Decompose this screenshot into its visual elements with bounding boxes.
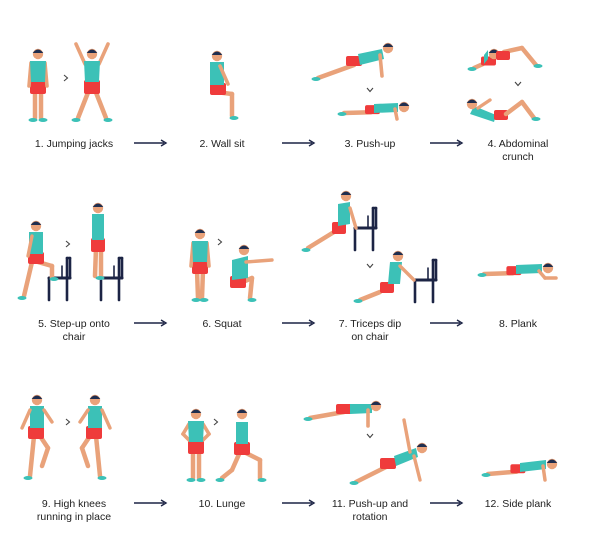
chair <box>413 258 438 304</box>
person-figure <box>353 250 416 303</box>
person-figure <box>215 408 267 482</box>
exercise-illustration <box>210 50 239 120</box>
person-figure <box>181 408 211 482</box>
exercise-illustration <box>477 262 558 280</box>
chevron-right-icon <box>217 238 223 246</box>
exercise-label: 10. Lunge <box>148 498 296 511</box>
person-figure <box>210 50 239 120</box>
exercise-card-push-up-rotation: 11. Push-up and rotation <box>296 370 444 556</box>
chair <box>353 206 378 252</box>
exercise-label-line: running in place <box>36 511 112 523</box>
person-figure <box>78 394 112 480</box>
person-figure <box>71 42 113 122</box>
person-figure <box>337 101 410 121</box>
person-figure <box>301 190 358 252</box>
exercise-label: 7. Triceps dip on chair <box>296 318 444 344</box>
exercise-label: 9. High knees running in place <box>0 498 148 524</box>
exercise-label-line: 10. Lunge <box>198 498 246 510</box>
exercise-card-step-up: 5. Step-up onto chair <box>0 190 148 376</box>
exercise-card-lunge: 10. Lunge <box>148 370 296 556</box>
exercise-label-line: on chair <box>351 331 389 343</box>
exercise-label: 8. Plank <box>444 318 592 331</box>
arrow-right-icon <box>134 139 168 147</box>
chevron-right-icon <box>65 418 71 426</box>
exercise-card-push-up: 3. Push-up <box>296 10 444 196</box>
exercise-illustration <box>301 190 438 304</box>
exercise-illustration <box>17 202 124 302</box>
exercise-label-line: 3. Push-up <box>344 138 396 150</box>
arrow-right-icon <box>282 499 316 507</box>
exercise-label-line: 9. High knees <box>41 498 107 510</box>
exercise-illustration <box>27 42 113 122</box>
exercise-card-high-knees: 9. High knees running in place <box>0 370 148 556</box>
person-figure <box>230 244 274 302</box>
exercise-label-line: rotation <box>352 511 388 523</box>
arrow-right-icon <box>282 139 316 147</box>
exercise-illustration <box>311 42 410 121</box>
person-figure <box>17 220 59 300</box>
exercise-illustration <box>181 408 267 482</box>
exercise-card-plank: 8. Plank <box>444 190 592 376</box>
exercise-card-side-plank: 12. Side plank <box>444 370 592 556</box>
exercise-label-line: 11. Push-up and <box>331 498 409 510</box>
exercise-illustration <box>466 45 543 122</box>
exercise-label-line: 4. Abdominal <box>487 138 549 150</box>
chevron-down-icon <box>366 433 374 439</box>
person-figure <box>477 262 558 280</box>
exercise-label-line: 8. Plank <box>499 318 537 330</box>
arrow-right-icon <box>134 499 168 507</box>
chevron-down-icon <box>366 87 374 93</box>
arrow-right-icon <box>282 319 316 327</box>
exercise-card-squat: 6. Squat <box>148 190 296 376</box>
exercise-label-line: crunch <box>502 151 534 163</box>
exercise-illustration <box>303 400 428 485</box>
arrow-right-icon <box>430 499 464 507</box>
exercise-card-jumping-jacks: 1. Jumping jacks <box>0 10 148 196</box>
exercise-label-line: 2. Wall sit <box>199 138 245 150</box>
exercise-label: 1. Jumping jacks <box>0 138 148 151</box>
chair <box>47 256 72 302</box>
chevron-down-icon <box>366 263 374 269</box>
exercise-label-line: 6. Squat <box>202 318 242 330</box>
person-figure <box>466 98 541 122</box>
chevron-right-icon <box>63 74 69 82</box>
exercise-label: 5. Step-up onto chair <box>0 318 148 344</box>
exercise-card-crunch: 4. Abdominal crunch <box>444 10 592 196</box>
person-figure <box>311 42 394 81</box>
exercise-card-triceps-dip: 7. Triceps dip on chair <box>296 190 444 376</box>
chair <box>99 256 124 302</box>
exercise-card-wall-sit: 2. Wall sit <box>148 10 296 196</box>
arrow-right-icon <box>430 319 464 327</box>
exercise-label-line: 7. Triceps dip <box>338 318 402 330</box>
arrow-right-icon <box>134 319 168 327</box>
person-figure <box>27 48 49 122</box>
person-figure <box>189 228 211 302</box>
person-figure <box>481 458 558 482</box>
person-figure <box>467 48 500 71</box>
exercise-label: 6. Squat <box>148 318 296 331</box>
exercise-label: 12. Side plank <box>444 498 592 511</box>
exercise-label: 2. Wall sit <box>148 138 296 151</box>
person-figure <box>349 418 428 485</box>
exercise-label-line: 5. Step-up onto <box>38 318 110 330</box>
exercise-label-line: 1. Jumping jacks <box>34 138 114 150</box>
exercise-label: 3. Push-up <box>296 138 444 151</box>
chevron-down-icon <box>514 81 522 87</box>
exercise-illustration <box>481 458 558 482</box>
person-figure <box>20 394 54 480</box>
exercise-illustration <box>189 228 274 302</box>
chevron-right-icon <box>65 240 71 248</box>
exercise-label-line: chair <box>62 331 86 343</box>
arrow-right-icon <box>430 139 464 147</box>
person-figure <box>91 202 105 280</box>
person-figure <box>496 45 543 68</box>
chevron-right-icon <box>213 418 219 426</box>
exercise-label: 4. Abdominal crunch <box>444 138 592 164</box>
exercise-illustration <box>20 394 112 480</box>
exercise-label-line: 12. Side plank <box>484 498 552 510</box>
exercise-label: 11. Push-up and rotation <box>296 498 444 524</box>
person-figure <box>303 400 382 428</box>
